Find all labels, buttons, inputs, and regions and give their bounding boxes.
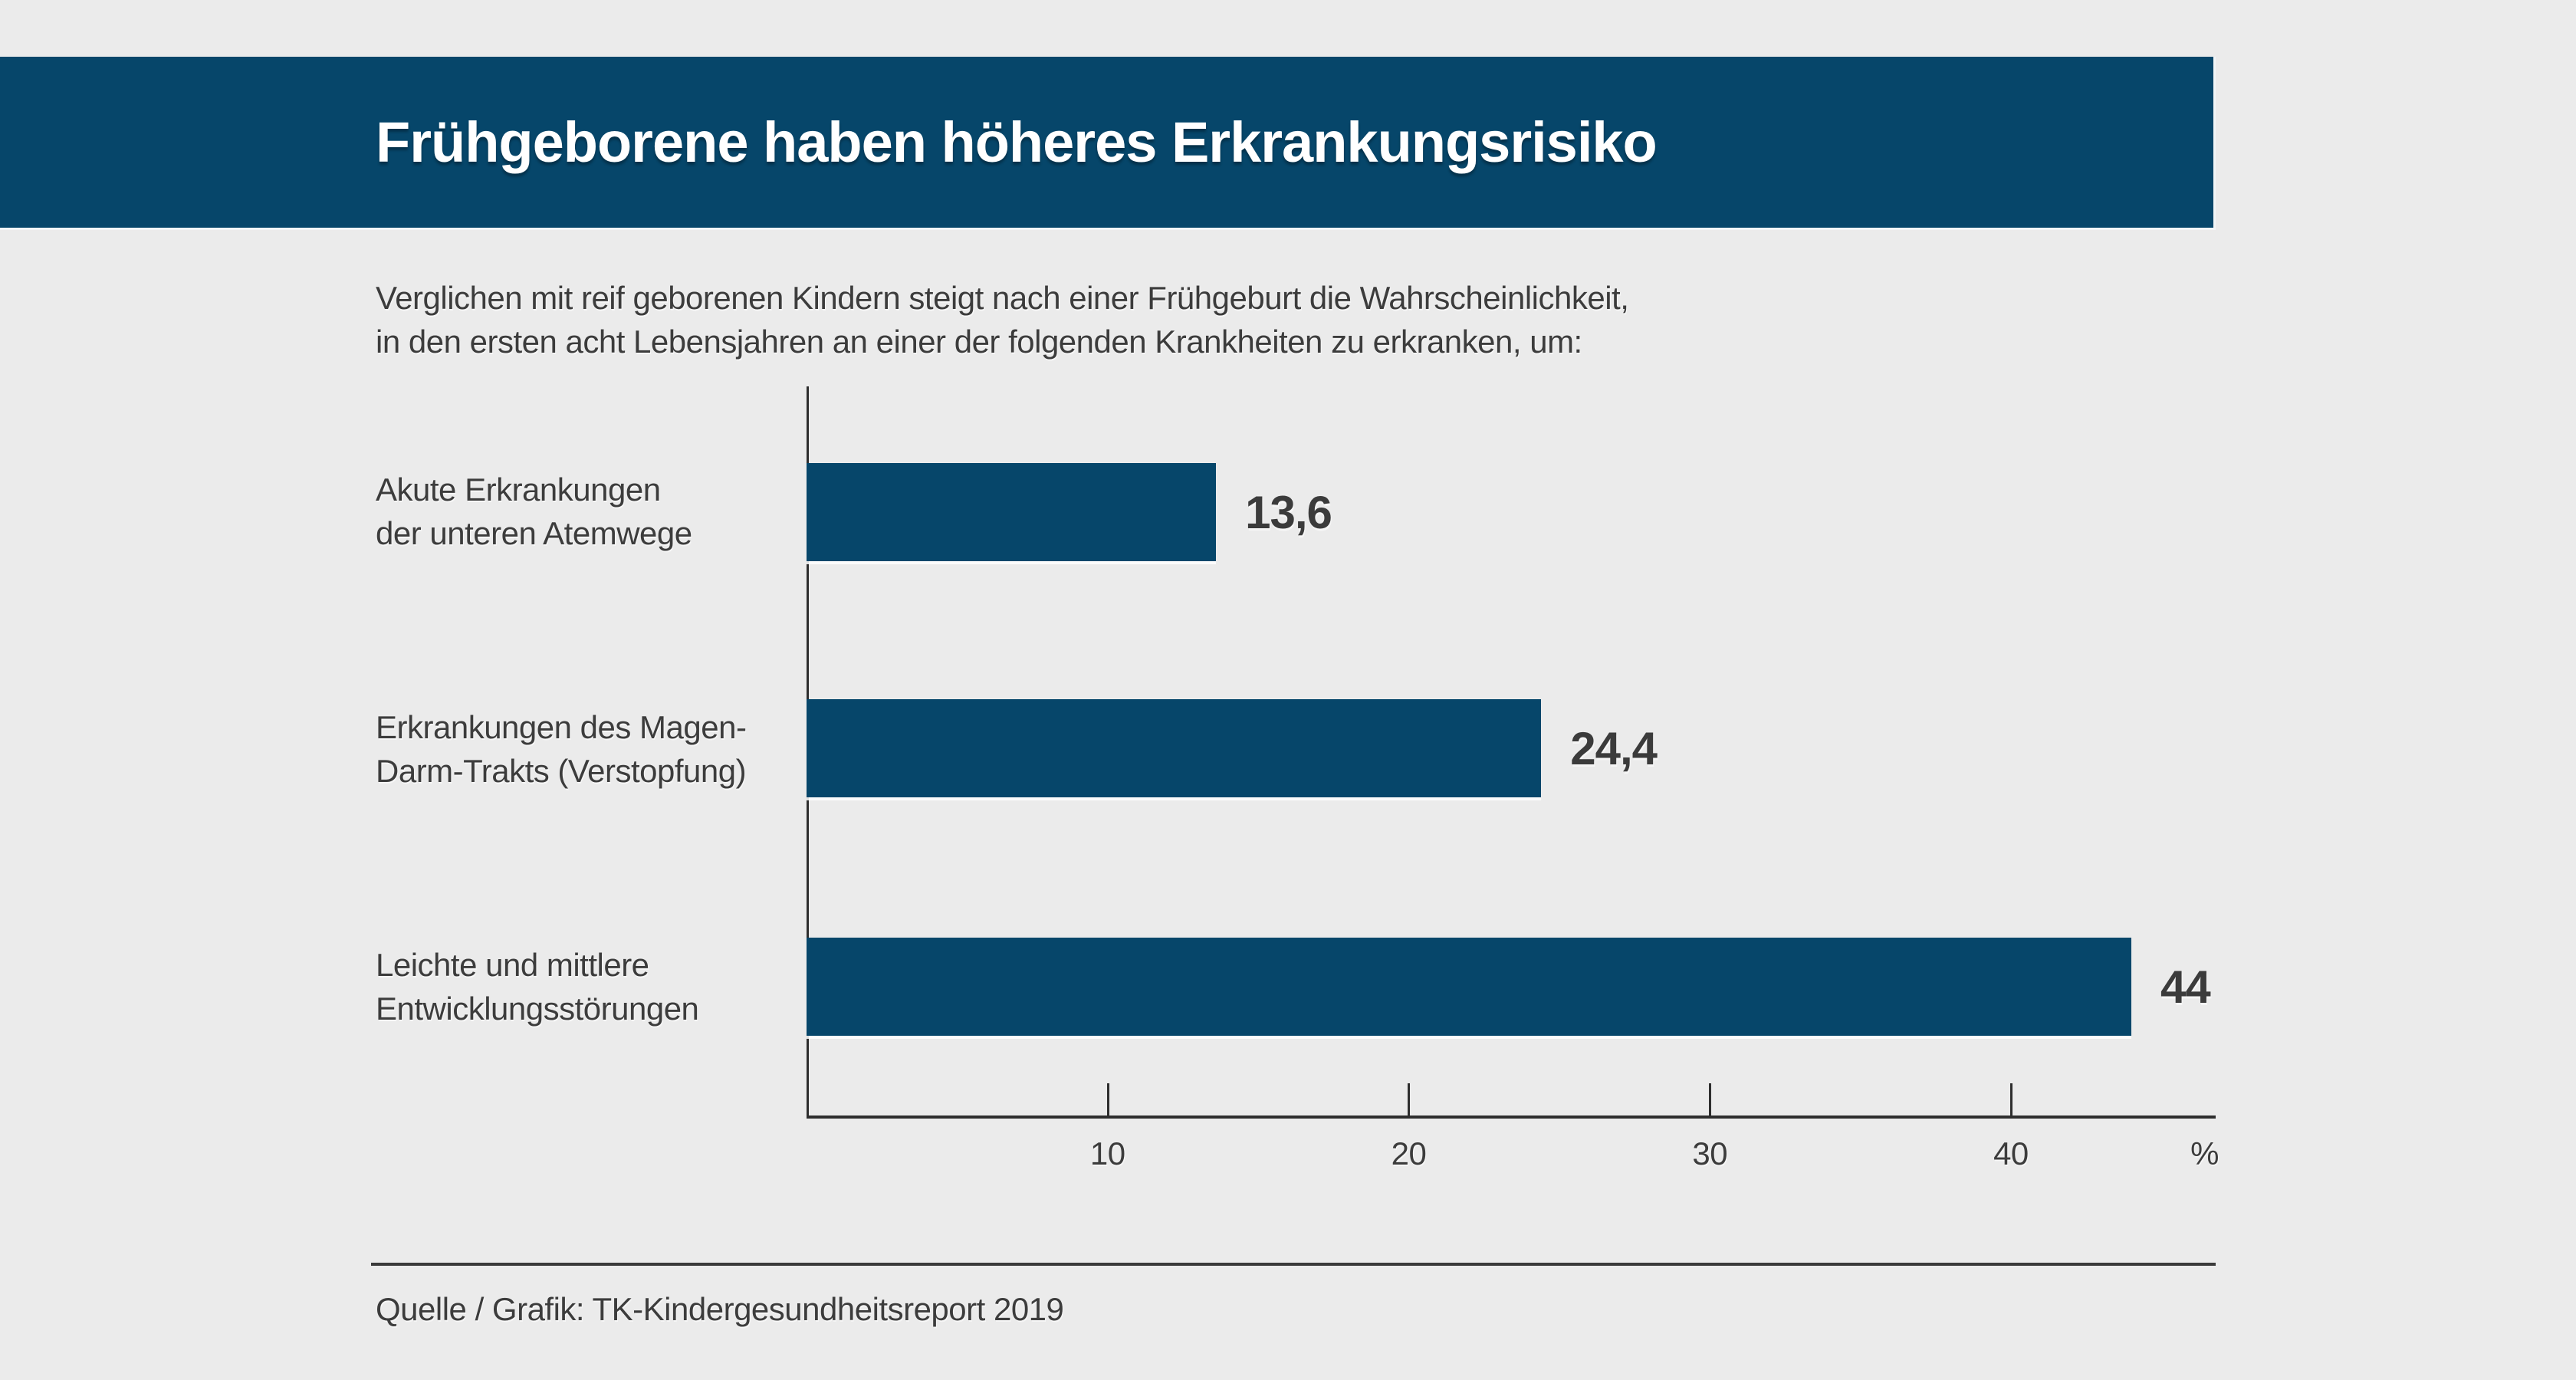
category-label-magen-darm: Erkrankungen des Magen- Darm-Trakts (Ver… (376, 705, 790, 793)
bar-value-label: 44 (2160, 961, 2211, 1013)
chart-subtitle: Verglichen mit reif geborenen Kindern st… (376, 276, 1629, 363)
bar-atemwege (807, 463, 1217, 561)
category-label-line: Akute Erkrankungen (376, 472, 661, 508)
x-axis-line (807, 1116, 2216, 1119)
tick-mark (1408, 1083, 1411, 1117)
bar-value-label: 13,6 (1245, 486, 1332, 538)
source-credit: Quelle / Grafik: TK-Kindergesundheitsrep… (376, 1291, 1064, 1327)
category-label-line: Erkrankungen des Magen- (376, 709, 747, 745)
x-axis-unit-label: % (2190, 1135, 2219, 1171)
bar-row: 24,4 (807, 699, 2216, 797)
tick-mark (1106, 1083, 1109, 1117)
tick-mark (2009, 1083, 2013, 1117)
category-label-line: der unteren Atemwege (376, 515, 692, 551)
subtitle-line-1: Verglichen mit reif geborenen Kindern st… (376, 280, 1629, 316)
tick-label: 40 (1993, 1135, 2029, 1171)
bar-value-label: 24,4 (1570, 722, 1658, 774)
subtitle-line-2: in den ersten acht Lebensjahren an einer… (376, 324, 1582, 360)
page-title: Frühgeborene haben höheres Erkrankungsri… (376, 110, 1658, 174)
bar-row: 13,6 (807, 463, 2216, 561)
plot-area: 13,6 24,4 44 10 20 30 40 % (807, 386, 2219, 1171)
tick-label: 20 (1391, 1135, 1427, 1171)
category-label-atemwege: Akute Erkrankungen der unteren Atemwege (376, 468, 790, 555)
tick-mark (1709, 1083, 1712, 1117)
footer-divider (371, 1263, 2216, 1266)
category-label-entwicklungsstoerungen: Leichte und mittlere Entwicklungsstörung… (376, 943, 790, 1030)
bar-row: 44 (807, 938, 2216, 1036)
tick-label: 30 (1692, 1135, 1728, 1171)
category-label-line: Darm-Trakts (Verstopfung) (376, 753, 747, 789)
bar-magen-darm (807, 699, 1542, 797)
category-label-line: Leichte und mittlere (376, 947, 649, 983)
tick-label: 10 (1089, 1135, 1125, 1171)
bar-entwicklungsstoerungen (807, 938, 2132, 1036)
title-banner: Frühgeborene haben höheres Erkrankungsri… (0, 57, 2216, 230)
category-label-line: Entwicklungsstörungen (376, 991, 699, 1027)
